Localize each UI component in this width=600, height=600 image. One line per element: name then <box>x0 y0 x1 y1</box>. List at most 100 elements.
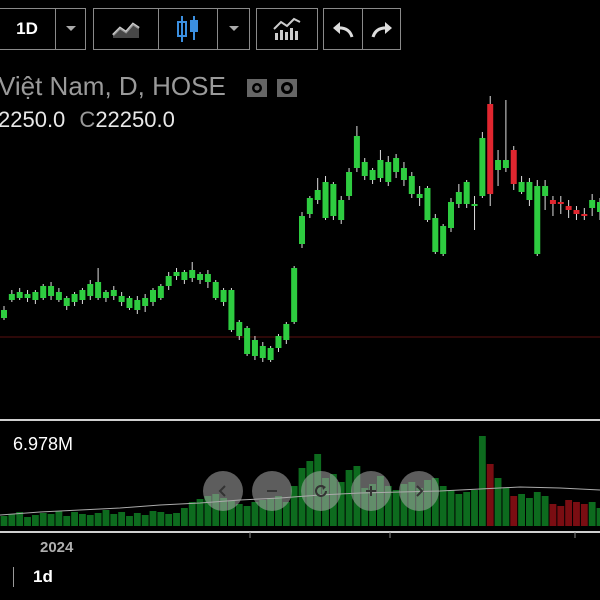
volume-bar <box>173 513 180 526</box>
volume-bar <box>16 512 24 526</box>
candle-body <box>361 162 368 176</box>
candle-body <box>40 286 47 298</box>
volume-bar <box>235 504 243 526</box>
volume-bar <box>157 512 165 526</box>
volume-bar <box>439 486 447 526</box>
minus-icon <box>267 490 277 492</box>
volume-bar <box>126 516 133 526</box>
reset-button[interactable] <box>301 471 341 511</box>
candle-body <box>299 216 305 244</box>
reset-icon <box>315 485 327 497</box>
candle-body <box>557 202 564 204</box>
chevron-down-icon <box>228 26 239 31</box>
candlestick-button[interactable] <box>159 9 217 49</box>
scroll-left-button[interactable] <box>203 471 243 511</box>
candle-body <box>400 168 407 180</box>
volume-bar <box>102 510 110 526</box>
indicators-icon <box>273 17 301 40</box>
redo-icon <box>371 22 392 38</box>
candle-body <box>322 182 329 218</box>
symbol-title: Việt Nam, D, HOSE <box>0 71 298 102</box>
line-chart-button[interactable] <box>94 9 158 49</box>
redo-button[interactable] <box>363 9 400 49</box>
volume-value: 6.978M <box>13 434 74 454</box>
line-chart-icon <box>112 22 140 38</box>
candle-body <box>102 292 109 298</box>
settings-icon[interactable] <box>277 79 298 97</box>
volume-bar <box>526 498 533 526</box>
volume-bar <box>565 500 573 526</box>
chevron-right-icon <box>416 485 424 497</box>
candle-body <box>306 198 313 214</box>
undo-icon <box>333 22 354 38</box>
candle-body <box>79 290 86 300</box>
eye-icon[interactable] <box>247 79 268 97</box>
volume-bar <box>455 494 463 526</box>
timeframe-dropdown[interactable] <box>56 9 85 49</box>
indicators-button[interactable] <box>257 9 317 49</box>
candle-body <box>204 274 211 282</box>
candle-body <box>228 290 235 330</box>
candle-body <box>440 226 447 254</box>
candle-body <box>393 158 400 172</box>
ohlc-close: 22250.0 <box>95 107 175 132</box>
volume-bar <box>133 513 141 526</box>
chart-toolbar: 1D <box>0 0 600 56</box>
footer-divider <box>13 567 14 587</box>
candle-body <box>479 138 486 196</box>
candle-body <box>510 150 517 184</box>
volume-bar <box>510 496 518 526</box>
candle-body <box>32 292 39 300</box>
volume-bar <box>471 490 478 526</box>
candle-body <box>432 218 439 252</box>
chevron-left-icon <box>218 485 226 497</box>
candle-body <box>275 336 282 348</box>
candle-body <box>495 160 502 170</box>
scroll-right-button[interactable] <box>399 471 439 511</box>
timeframe-group: 1D <box>0 8 86 50</box>
volume-bar <box>573 502 580 526</box>
volume-bar <box>494 478 502 526</box>
undo-button[interactable] <box>324 9 362 49</box>
candle-body <box>502 160 509 168</box>
candle-body <box>142 298 149 306</box>
candle-body <box>565 206 572 210</box>
volume-bar <box>580 504 588 526</box>
volume-bar <box>79 514 86 526</box>
candle-body <box>526 182 533 200</box>
volume-bar <box>549 504 557 526</box>
plus-icon <box>366 486 376 496</box>
candle-body <box>346 172 353 196</box>
volume-bar <box>557 506 565 526</box>
chart-type-dropdown[interactable] <box>218 9 249 49</box>
candle-body <box>24 294 31 298</box>
candle-body <box>220 290 227 302</box>
candle-body <box>244 328 251 354</box>
volume-bar <box>118 512 126 526</box>
candle-body <box>87 284 94 296</box>
zoom-out-button[interactable] <box>252 471 292 511</box>
volume-bar <box>110 514 118 526</box>
timeframe-button[interactable]: 1D <box>0 9 55 49</box>
candle-body <box>377 160 384 178</box>
volume-bar <box>596 508 600 526</box>
candle-body <box>236 322 243 336</box>
volume-bar <box>518 494 525 526</box>
zoom-in-button[interactable] <box>351 471 391 511</box>
candle-body <box>181 272 188 280</box>
candle-body <box>63 298 70 306</box>
candle-body <box>463 182 470 204</box>
ohlc-close-label: C <box>79 107 96 132</box>
volume-bar <box>141 515 149 526</box>
ohlc-values: 2250.0 C22250.0 <box>0 107 175 133</box>
candle-body <box>487 104 494 194</box>
volume-bar <box>63 516 71 526</box>
candle-body <box>416 194 423 198</box>
symbol-title-text: Việt Nam, D, HOSE <box>0 71 226 101</box>
candle-body <box>16 292 23 298</box>
candle-body <box>573 210 580 214</box>
candle-body <box>48 286 55 296</box>
volume-bar <box>486 464 494 526</box>
candle-body <box>197 274 204 280</box>
volume-bar <box>196 499 204 526</box>
